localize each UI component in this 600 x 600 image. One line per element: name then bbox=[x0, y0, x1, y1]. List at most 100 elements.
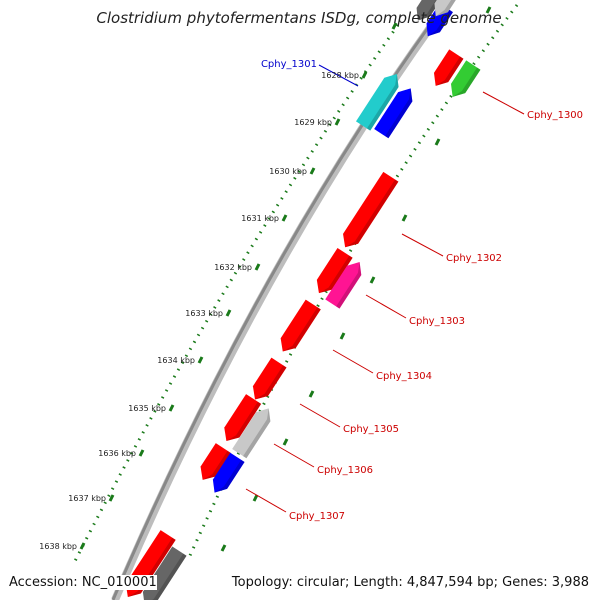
gene-arrow-body bbox=[200, 443, 231, 480]
gene-arrow-g-magenta[interactable] bbox=[325, 257, 366, 309]
gene-label-cphy-1306[interactable]: Cphy_1306 bbox=[317, 465, 373, 476]
leader-line bbox=[299, 403, 341, 428]
gene-label-cphy-1300[interactable]: Cphy_1300 bbox=[527, 110, 583, 121]
leader-line bbox=[318, 64, 359, 87]
kbp-tick bbox=[361, 71, 368, 79]
gene-arrow-body bbox=[142, 546, 187, 600]
inner-tick-rail bbox=[71, 24, 400, 566]
gene-arrow-shade bbox=[255, 365, 287, 400]
gene-arrow-shade bbox=[282, 307, 321, 352]
kbp-label: 1629 kbp bbox=[294, 118, 332, 127]
leader-line bbox=[365, 294, 407, 319]
gene-arrow-body bbox=[450, 60, 481, 97]
gene-arrow-shade bbox=[366, 74, 399, 131]
kbp-labels-layer: 1628 kbp 1629 kbp 1630 kbp 1631 kbp 1632 kbp… bbox=[39, 71, 359, 551]
outer-tick bbox=[401, 214, 408, 222]
genes-layer bbox=[125, 0, 481, 600]
gene-arrow-shade bbox=[202, 450, 231, 480]
gene-arrow-shade bbox=[345, 179, 399, 248]
kbp-label: 1636 kbp bbox=[98, 449, 136, 458]
gene-arrow-shade bbox=[226, 401, 262, 441]
outer-tick bbox=[339, 332, 346, 340]
map-title: Clostridium phytofermentans ISDg, comple… bbox=[96, 9, 501, 27]
gene-arrow-shade bbox=[318, 255, 353, 294]
gene-arrow-g-blue-1307[interactable] bbox=[207, 452, 245, 497]
outer-tick bbox=[252, 494, 259, 502]
gene-arrow-g-red-1304[interactable] bbox=[275, 299, 321, 357]
kbp-tick bbox=[79, 542, 86, 550]
leader-line bbox=[273, 443, 315, 468]
kbp-label: 1631 kbp bbox=[241, 214, 279, 223]
accession-text: Accession: NC_010001 bbox=[9, 575, 157, 590]
gene-label-cphy-1307[interactable]: Cphy_1307 bbox=[289, 511, 345, 522]
outer-tick bbox=[220, 544, 227, 552]
gene-arrow-shade bbox=[385, 88, 413, 139]
gene-arrow-g-red-1635[interactable] bbox=[219, 394, 262, 446]
outer-tick bbox=[434, 138, 441, 146]
genome-backbone bbox=[111, 0, 450, 600]
kbp-tick bbox=[391, 22, 398, 30]
outer-tick bbox=[485, 6, 492, 14]
kbp-label: 1637 kbp bbox=[68, 494, 106, 503]
gene-arrow-g-red-1305[interactable] bbox=[247, 357, 287, 405]
gene-arrow-body bbox=[343, 171, 399, 248]
label-leaders-layer bbox=[245, 64, 525, 513]
gene-arrow-body bbox=[433, 49, 464, 86]
gene-arrow-body bbox=[325, 262, 362, 309]
kbp-label: 1628 kbp bbox=[321, 71, 359, 80]
gene-arrow-g-green[interactable] bbox=[446, 60, 481, 101]
kbp-label: 1634 kbp bbox=[157, 356, 195, 365]
gene-arrow-body bbox=[434, 0, 461, 17]
kbp-tick bbox=[108, 494, 115, 502]
tick-dots-layer bbox=[71, 4, 519, 566]
gene-label-cphy-1302[interactable]: Cphy_1302 bbox=[446, 253, 502, 264]
gene-arrow-shade bbox=[435, 56, 464, 86]
kbp-label: 1635 kbp bbox=[128, 404, 166, 413]
genome-summary-text: Topology: circular; Length: 4,847,594 bp… bbox=[231, 575, 589, 590]
gene-arrow-g-blue-1628[interactable] bbox=[374, 84, 418, 139]
gene-arrow-g-red-1636[interactable] bbox=[195, 443, 231, 485]
gene-arrow-body bbox=[212, 452, 245, 493]
gene-label-cphy-1301[interactable]: Cphy_1301 bbox=[261, 59, 317, 70]
kbp-tick bbox=[225, 309, 232, 317]
leader-line bbox=[332, 349, 374, 374]
gene-arrow-g-red-1300[interactable] bbox=[429, 49, 464, 90]
gene-arrow-g-cyan[interactable] bbox=[355, 69, 404, 131]
gene-arrow-body bbox=[416, 0, 441, 21]
kbp-tick bbox=[138, 449, 145, 457]
leader-line bbox=[401, 233, 444, 257]
kbp-tick bbox=[197, 356, 204, 364]
gene-arrow-body bbox=[252, 357, 287, 400]
gene-arrow-body bbox=[232, 408, 271, 459]
kbp-tick bbox=[334, 118, 341, 126]
gene-arrow-shade bbox=[243, 408, 271, 459]
outer-tick bbox=[308, 390, 315, 398]
gene-arrow-g-red-1632[interactable] bbox=[311, 247, 353, 298]
gene-arrow-body bbox=[224, 394, 262, 441]
gene-arrow-g-light-1306[interactable] bbox=[232, 404, 276, 459]
kbp-label: 1632 kbp bbox=[214, 263, 252, 272]
gene-label-cphy-1305[interactable]: Cphy_1305 bbox=[343, 424, 399, 435]
gene-arrow-shade bbox=[427, 9, 453, 37]
kbp-tick bbox=[254, 263, 261, 271]
gene-arrow-shade bbox=[452, 67, 481, 97]
kbp-tick bbox=[309, 167, 316, 175]
gene-label-cphy-1304[interactable]: Cphy_1304 bbox=[376, 371, 432, 382]
gene-arrow-shade bbox=[144, 553, 187, 600]
gene-arrow-g-red-1302[interactable] bbox=[338, 171, 399, 252]
gene-arrow-shade bbox=[214, 459, 245, 493]
gene-arrow-g-top-light[interactable] bbox=[429, 0, 461, 21]
gene-arrow-body bbox=[355, 74, 399, 131]
gene-arrow-g-gray-bottom[interactable] bbox=[137, 546, 187, 600]
outer-tick bbox=[369, 276, 376, 284]
kbp-label: 1638 kbp bbox=[39, 542, 77, 551]
kbp-label: 1633 kbp bbox=[185, 309, 223, 318]
gene-label-cphy-1303[interactable]: Cphy_1303 bbox=[409, 316, 465, 327]
gene-arrow-shade bbox=[336, 262, 362, 309]
outer-tick bbox=[282, 438, 289, 446]
gene-arrow-body bbox=[374, 88, 413, 139]
gene-arrow-shade bbox=[127, 537, 176, 598]
leader-line bbox=[245, 488, 287, 513]
